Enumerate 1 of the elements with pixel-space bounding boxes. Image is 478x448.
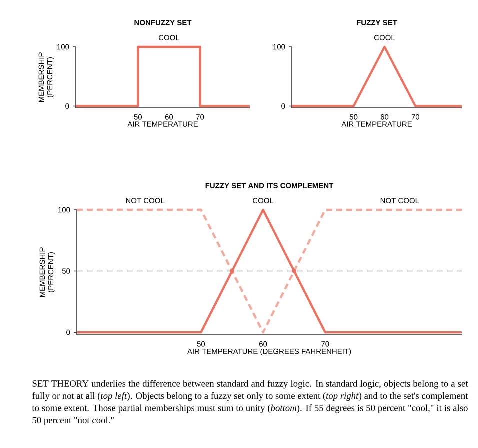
text: SET THEORY underlies the difference between standard and fuzzy logic. In standard logic, objects belong to a set fully or not at all (top left). Objects belong to a fuzzy set only to some extent (top right) and to the set's complement to some extent. Those partial memberships must sum to unity (bottom). If 55 degrees is 50 percent "cool," it is also 50 percent "not cool." [32, 380, 468, 426]
